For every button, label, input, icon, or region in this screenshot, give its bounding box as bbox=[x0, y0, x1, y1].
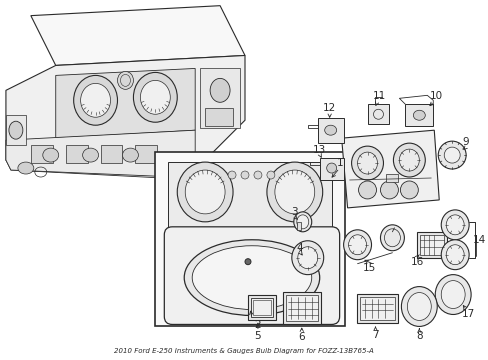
Bar bbox=[247, 294, 275, 320]
Ellipse shape bbox=[18, 162, 34, 174]
Text: 9: 9 bbox=[462, 137, 468, 147]
Ellipse shape bbox=[357, 152, 377, 174]
Ellipse shape bbox=[122, 148, 138, 162]
Bar bbox=[367, 104, 388, 124]
Ellipse shape bbox=[326, 163, 336, 173]
Text: 6: 6 bbox=[298, 332, 305, 342]
Text: 2: 2 bbox=[254, 320, 261, 330]
Ellipse shape bbox=[440, 240, 468, 270]
Ellipse shape bbox=[343, 230, 371, 260]
Ellipse shape bbox=[437, 141, 465, 169]
Ellipse shape bbox=[380, 225, 404, 251]
Polygon shape bbox=[6, 160, 200, 180]
Ellipse shape bbox=[446, 215, 463, 235]
Ellipse shape bbox=[291, 241, 323, 275]
Ellipse shape bbox=[440, 280, 464, 309]
Ellipse shape bbox=[400, 181, 417, 199]
FancyBboxPatch shape bbox=[164, 227, 339, 324]
Bar bbox=[319, 158, 343, 180]
Ellipse shape bbox=[227, 171, 236, 179]
Ellipse shape bbox=[407, 293, 430, 320]
Ellipse shape bbox=[133, 72, 177, 122]
Bar bbox=[65, 145, 87, 163]
Ellipse shape bbox=[184, 240, 319, 315]
Bar bbox=[420, 235, 443, 255]
Ellipse shape bbox=[9, 121, 23, 139]
Text: 7: 7 bbox=[371, 330, 378, 341]
Text: 1: 1 bbox=[336, 158, 342, 168]
Bar bbox=[405, 104, 432, 126]
Bar bbox=[282, 292, 320, 324]
Ellipse shape bbox=[185, 170, 224, 214]
Text: 4: 4 bbox=[296, 243, 303, 253]
Ellipse shape bbox=[393, 143, 425, 177]
Polygon shape bbox=[56, 68, 195, 138]
Polygon shape bbox=[6, 55, 244, 170]
Ellipse shape bbox=[82, 148, 99, 162]
Ellipse shape bbox=[412, 110, 425, 120]
Text: 2010 Ford E-250 Instruments & Gauges Bulb Diagram for FOZZ-13B765-A: 2010 Ford E-250 Instruments & Gauges Bul… bbox=[114, 348, 373, 354]
Ellipse shape bbox=[177, 162, 233, 222]
Text: 15: 15 bbox=[362, 263, 375, 273]
Bar bbox=[31, 145, 53, 163]
Ellipse shape bbox=[440, 210, 468, 240]
Bar bbox=[200, 68, 240, 128]
Ellipse shape bbox=[380, 181, 398, 199]
Text: 8: 8 bbox=[415, 332, 422, 341]
Ellipse shape bbox=[296, 215, 308, 229]
Bar bbox=[416, 232, 447, 258]
Bar bbox=[6, 115, 26, 145]
Text: 14: 14 bbox=[471, 235, 485, 245]
Ellipse shape bbox=[266, 162, 322, 222]
Bar bbox=[135, 145, 157, 163]
Ellipse shape bbox=[434, 275, 470, 315]
Ellipse shape bbox=[274, 170, 314, 214]
Ellipse shape bbox=[358, 181, 376, 199]
Text: 11: 11 bbox=[372, 91, 386, 101]
Ellipse shape bbox=[81, 84, 110, 117]
Ellipse shape bbox=[253, 171, 262, 179]
Text: 3: 3 bbox=[291, 207, 298, 217]
Ellipse shape bbox=[297, 247, 317, 269]
Polygon shape bbox=[341, 130, 438, 208]
Ellipse shape bbox=[351, 146, 383, 180]
Polygon shape bbox=[168, 162, 331, 228]
Bar bbox=[317, 118, 343, 143]
Text: 12: 12 bbox=[323, 103, 336, 113]
Ellipse shape bbox=[348, 235, 366, 255]
Polygon shape bbox=[31, 6, 244, 66]
Bar bbox=[386, 174, 398, 182]
Text: 5: 5 bbox=[254, 332, 261, 341]
Ellipse shape bbox=[192, 246, 311, 310]
Bar bbox=[205, 108, 233, 126]
Ellipse shape bbox=[443, 147, 459, 163]
Bar bbox=[285, 294, 317, 321]
Ellipse shape bbox=[399, 149, 419, 171]
Bar bbox=[359, 297, 395, 320]
Bar bbox=[356, 293, 398, 323]
Bar bbox=[155, 152, 344, 327]
Ellipse shape bbox=[117, 71, 133, 89]
Bar bbox=[101, 145, 122, 163]
Bar bbox=[252, 300, 270, 315]
Ellipse shape bbox=[266, 171, 274, 179]
Ellipse shape bbox=[293, 212, 311, 232]
Text: 16: 16 bbox=[410, 257, 423, 267]
Bar bbox=[250, 298, 272, 318]
Ellipse shape bbox=[140, 80, 170, 114]
Ellipse shape bbox=[446, 245, 463, 265]
Text: 17: 17 bbox=[461, 310, 474, 319]
Ellipse shape bbox=[241, 171, 248, 179]
Polygon shape bbox=[6, 130, 200, 178]
Ellipse shape bbox=[210, 78, 229, 102]
Ellipse shape bbox=[244, 259, 250, 265]
Ellipse shape bbox=[401, 287, 436, 327]
Ellipse shape bbox=[74, 75, 117, 125]
Ellipse shape bbox=[42, 148, 59, 162]
Bar bbox=[296, 222, 300, 230]
Text: 10: 10 bbox=[429, 91, 442, 101]
Ellipse shape bbox=[324, 125, 336, 135]
Text: 13: 13 bbox=[312, 145, 325, 155]
